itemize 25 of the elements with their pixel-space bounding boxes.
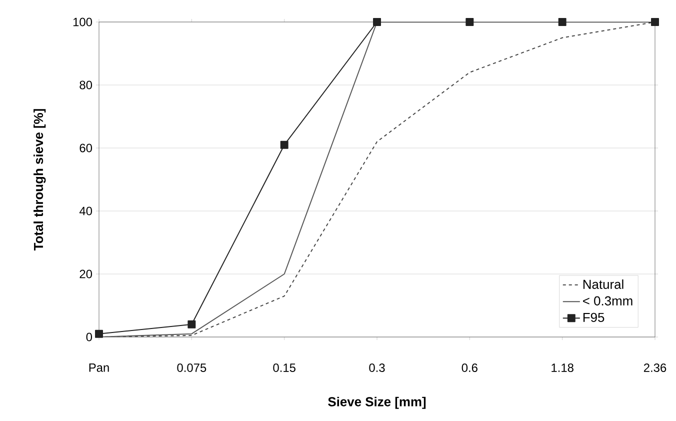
y-tick-label: 100 [73, 18, 92, 26]
point [373, 18, 381, 26]
x-tick-label: 0.075 [177, 364, 206, 372]
point [466, 18, 474, 26]
y-tick-label: 20 [80, 270, 92, 278]
x-tick-label: Pan [89, 364, 109, 372]
legend-label: Natural [583, 279, 624, 289]
legend-label: F95 [583, 312, 604, 322]
y-tick-label: 80 [80, 80, 92, 90]
y-tick-label: 60 [80, 144, 92, 152]
point [558, 18, 566, 26]
legend-label: < 0.3mm [583, 296, 632, 306]
x-tick-label: 0.3 [369, 364, 385, 372]
x-tick-label: 2.36 [644, 364, 666, 372]
y-axis-title: Total through sieve [%] [34, 109, 46, 250]
point [280, 140, 288, 149]
x-tick-label: 0.6 [462, 364, 478, 372]
point [188, 320, 196, 328]
x-axis-title: Sieve Size [mm] [328, 396, 426, 409]
x-tick-label: 0.15 [273, 364, 296, 372]
y-tick-label: 0 [86, 332, 92, 342]
point [651, 18, 659, 26]
y-tick-label: 40 [79, 206, 92, 216]
x-tick-label: 1.18 [552, 364, 574, 372]
point [95, 330, 103, 338]
